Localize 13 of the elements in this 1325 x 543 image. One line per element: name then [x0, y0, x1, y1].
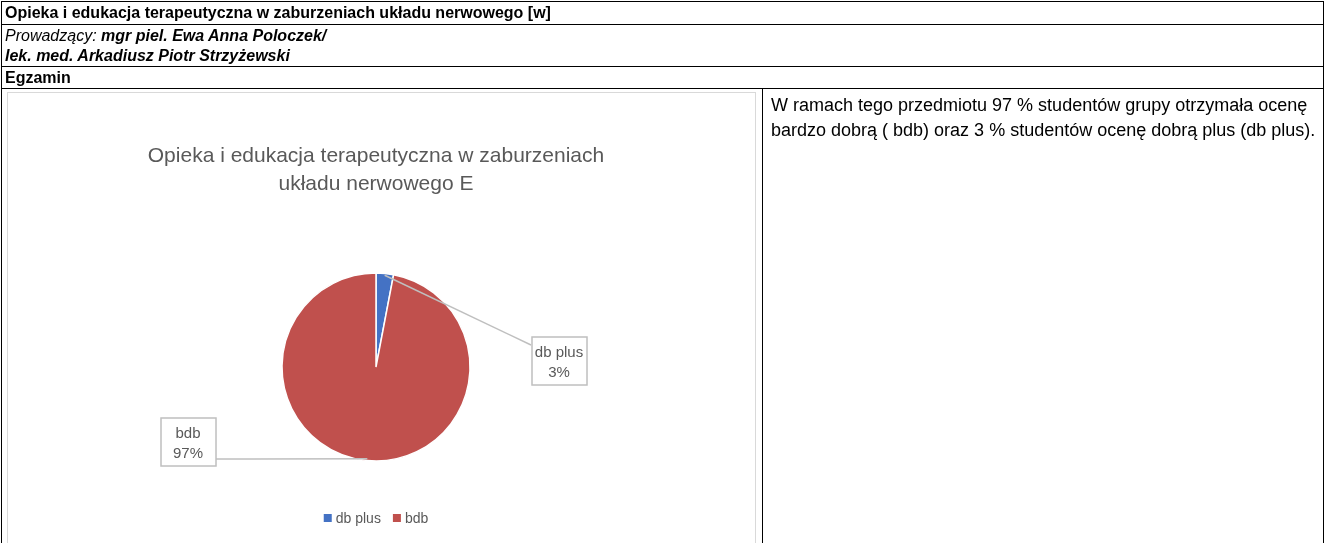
slice-label: db plus: [534, 343, 584, 360]
text: Egzamin: [4, 68, 72, 88]
data-label: 97%: [172, 444, 204, 461]
text: Opieka i edukacja terapeutyczna w zaburzeniach układu nerwowego [w]: [4, 3, 552, 23]
text: W ramach tego przedmiotu 97 % studentów grupy otrzymała ocenę bardzo dobrą ( bdb) oraz 3 % studentów ocenę dobrą plus (db plus).: [770, 94, 1317, 142]
slice-label: bdb: [175, 424, 201, 441]
text: lek. med. Arkadiusz Piotr Strzyżewski: [4, 46, 291, 66]
pie-slice: [281, 272, 471, 462]
chart-title: Opieka i edukacja terapeutyczna w zaburzeniach układu nerwowego E: [147, 143, 605, 194]
data-label: 3%: [548, 363, 570, 380]
legend-label: db plus: [335, 510, 381, 526]
text: Prowadzący: mgr piel. Ewa Anna Poloczek/: [5, 27, 327, 44]
legend-label: bdb: [404, 510, 429, 526]
